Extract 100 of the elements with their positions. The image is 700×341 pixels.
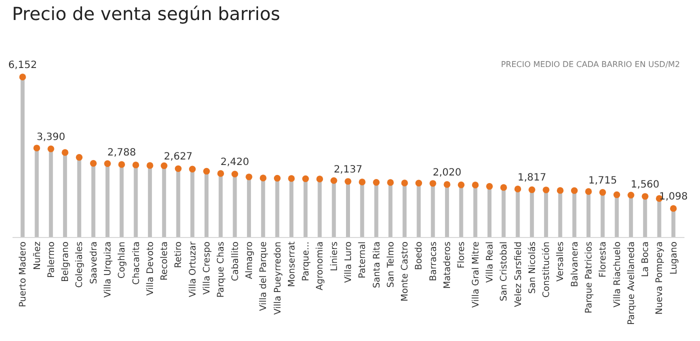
x-tick-label: Villa Urquiza bbox=[103, 242, 114, 298]
x-tick-label: Villa Ortuzar bbox=[188, 241, 198, 298]
x-tick-label: Villa Crespo bbox=[202, 241, 213, 295]
x-tick-label: Versalles bbox=[556, 241, 566, 282]
data-label: 2,627 bbox=[164, 152, 193, 163]
point bbox=[514, 186, 522, 192]
x-tick-label: Villa Gral Mitre bbox=[471, 241, 482, 308]
x-tick-label: Constitución bbox=[541, 242, 552, 298]
x-tick-label: Villa Pueyrredon bbox=[273, 242, 284, 315]
x-tick-label: San Telmo bbox=[386, 241, 396, 288]
x-tick-label: Coghlan bbox=[118, 242, 128, 278]
chart-subtitle: PRECIO MEDIO DE CADA BARRIO EN USD/M2 bbox=[500, 60, 680, 69]
point bbox=[642, 193, 648, 200]
point bbox=[288, 175, 295, 182]
data-label: 2,420 bbox=[220, 157, 250, 168]
x-tick-label: Villa Luro bbox=[344, 241, 354, 283]
x-tick-label: Parque Chas bbox=[216, 241, 227, 298]
point bbox=[458, 182, 465, 188]
point bbox=[585, 188, 592, 195]
point bbox=[444, 181, 450, 188]
point bbox=[302, 175, 309, 182]
x-tick-label: Parque Avellaneda bbox=[626, 242, 637, 325]
point bbox=[401, 180, 408, 186]
data-label: 6,152 bbox=[8, 60, 37, 71]
point bbox=[160, 162, 168, 170]
point bbox=[217, 170, 224, 177]
point bbox=[542, 186, 550, 194]
x-tick-label: Monserrat bbox=[287, 241, 298, 287]
x-tick-label: Parque... bbox=[302, 242, 312, 282]
point bbox=[33, 144, 40, 152]
x-tick-label: Floresta bbox=[598, 242, 609, 278]
data-label: 3,390 bbox=[36, 132, 66, 143]
x-tick-label: Puerto Madero bbox=[18, 241, 29, 308]
point bbox=[472, 182, 479, 188]
data-label: 1,098 bbox=[659, 191, 688, 202]
x-tick-label: Flores bbox=[457, 241, 468, 268]
point bbox=[316, 176, 324, 182]
x-tick-label: Nueva Pompeya bbox=[655, 242, 666, 315]
point bbox=[203, 168, 210, 175]
x-tick-label: Chacarita bbox=[132, 242, 142, 285]
point bbox=[344, 178, 352, 185]
point bbox=[372, 179, 380, 186]
point bbox=[628, 192, 634, 198]
point bbox=[260, 174, 266, 182]
point bbox=[358, 178, 366, 186]
x-tick-label: Nuñez bbox=[32, 241, 43, 270]
point bbox=[174, 165, 182, 172]
point bbox=[613, 191, 620, 198]
point bbox=[62, 149, 68, 156]
point bbox=[48, 145, 54, 152]
point bbox=[599, 189, 606, 196]
point bbox=[76, 154, 83, 161]
x-tick-label: Agronomia bbox=[316, 242, 326, 290]
x-tick-label: Saavedra bbox=[89, 242, 100, 284]
data-label: 1,560 bbox=[630, 179, 660, 190]
x-tick-label: Caballito bbox=[230, 241, 241, 282]
point bbox=[571, 187, 578, 194]
point bbox=[556, 187, 564, 194]
x-tick-label: Parque Patricios bbox=[584, 241, 595, 314]
point bbox=[415, 180, 422, 187]
x-tick-label: Belgrano bbox=[61, 241, 72, 282]
point bbox=[132, 162, 140, 168]
point bbox=[274, 174, 281, 182]
x-tick-label: Palermo bbox=[46, 241, 57, 278]
x-tick-label: La Boca bbox=[641, 242, 652, 278]
x-tick-label: Colegiales bbox=[75, 241, 86, 288]
x-tick-label: Barracas bbox=[428, 241, 439, 282]
x-tick-label: Villa Real bbox=[485, 242, 496, 283]
x-tick-label: Almagro bbox=[244, 241, 255, 280]
data-label: 2,137 bbox=[334, 164, 362, 176]
data-label: 1,715 bbox=[588, 175, 617, 186]
x-tick-label: Mataderos bbox=[443, 241, 454, 289]
point bbox=[118, 161, 125, 168]
point bbox=[90, 160, 97, 167]
point bbox=[246, 174, 252, 180]
point bbox=[330, 177, 338, 184]
point bbox=[500, 184, 507, 191]
data-label: 2,020 bbox=[432, 167, 462, 178]
data-label: 1,817 bbox=[518, 172, 546, 184]
x-tick-label: Balvanera bbox=[570, 242, 580, 287]
x-tick-label: Recoleta bbox=[160, 242, 170, 280]
x-tick-label: Villa del Parque bbox=[259, 241, 270, 311]
data-label: 2,788 bbox=[107, 147, 136, 158]
point bbox=[231, 170, 238, 178]
x-tick-label: Velez Sarsfield bbox=[514, 242, 524, 308]
point bbox=[486, 183, 493, 190]
point bbox=[387, 179, 394, 186]
x-tick-label: Liniers bbox=[330, 241, 340, 272]
x-tick-label: Boedo bbox=[414, 241, 425, 270]
x-tick-label: San Nicolás bbox=[526, 241, 538, 294]
x-tick-label: Paternal bbox=[358, 242, 368, 278]
x-tick-label: Villa Riachuelo bbox=[612, 241, 623, 308]
x-tick-label: Santa Rita bbox=[372, 242, 382, 288]
point bbox=[528, 186, 536, 194]
chart-title: Precio de venta según barrios bbox=[12, 4, 280, 25]
point bbox=[670, 205, 677, 212]
x-tick-label: Lugano bbox=[669, 241, 680, 274]
point bbox=[146, 162, 154, 169]
x-tick-label: Villa Devoto bbox=[146, 241, 156, 296]
x-tick-label: Retiro bbox=[174, 241, 184, 268]
